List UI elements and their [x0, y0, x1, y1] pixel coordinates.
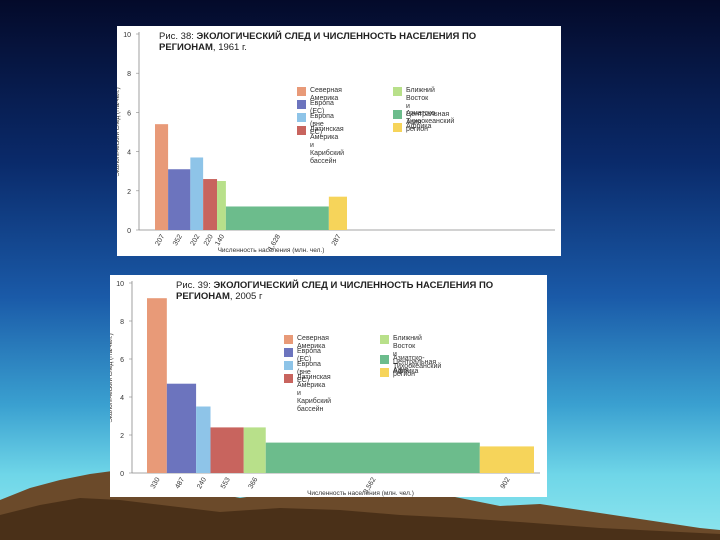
bar-asia_pacific	[225, 206, 329, 230]
population-label: 287	[331, 233, 343, 247]
legend-item: Ближний Восток и Центральная Азия	[380, 335, 436, 375]
title-prefix: Рис. 39:	[176, 280, 211, 291]
legend-item: Европа (вне ЕС)	[297, 113, 334, 137]
legend-label: Северная Америка	[310, 87, 342, 102]
legend-label: Ближний Восток и Центральная Азия	[393, 335, 437, 374]
legend-item: Азиатско-Тихоокеанский регион	[393, 110, 454, 134]
legend-swatch	[284, 374, 293, 383]
y-tick-label: 6	[127, 110, 131, 117]
legend-swatch	[297, 100, 306, 109]
y-tick-label: 4	[120, 395, 124, 402]
population-label: 330	[150, 476, 162, 490]
legend-label: Европа (вне ЕС)	[297, 361, 321, 384]
legend-item: Северная Америка	[284, 335, 329, 351]
x-axis-label: Численность населения (млн. чел.)	[218, 247, 325, 254]
bar-latin_america	[203, 179, 218, 230]
bar-europe_eu	[166, 383, 197, 473]
legend-swatch	[284, 348, 293, 357]
population-label: 207	[154, 233, 166, 247]
legend-swatch	[284, 361, 293, 370]
legend-swatch	[380, 355, 389, 364]
population-label: 553	[220, 476, 232, 490]
title-prefix: Рис. 38:	[159, 31, 194, 42]
population-label: 902	[500, 476, 512, 490]
title-main: ЭКОЛОГИЧЕСКИЙ СЛЕД И ЧИСЛЕННОСТЬ НАСЕЛЕН…	[159, 31, 477, 53]
legend-label: Латинская Америка и Карибский бассейн	[297, 374, 332, 413]
y-tick-label: 10	[123, 32, 131, 39]
bar-europe_non_eu	[196, 406, 211, 473]
y-tick-label: 10	[116, 281, 124, 288]
title-main: ЭКОЛОГИЧЕСКИЙ СЛЕД И ЧИСЛЕННОСТЬ НАСЕЛЕН…	[176, 280, 494, 302]
y-tick-label: 0	[120, 471, 124, 478]
legend-item: Европа (ЕС)	[284, 348, 321, 364]
y-tick-label: 4	[127, 150, 131, 157]
legend-label: Африка	[406, 123, 432, 130]
population-label: 352	[172, 233, 184, 247]
x-axis-label: Численность населения (млн. чел.)	[307, 490, 414, 497]
legend-item: Африка	[380, 368, 418, 377]
legend-swatch	[380, 368, 389, 377]
population-label: 366	[248, 476, 260, 490]
legend-swatch	[297, 87, 306, 96]
legend-label: Азиатско-Тихоокеанский регион	[406, 110, 455, 133]
chart-panel-1961: Рис. 38: ЭКОЛОГИЧЕСКИЙ СЛЕД И ЧИСЛЕННОСТ…	[117, 26, 561, 256]
bar-europe_non_eu	[190, 157, 204, 230]
legend-item: Европа (вне ЕС)	[284, 361, 321, 385]
title-suffix: , 1961 г.	[212, 42, 247, 53]
y-tick-label: 6	[120, 357, 124, 364]
bar-north_america	[147, 298, 167, 473]
legend-swatch	[393, 110, 402, 119]
legend-item: Азиатско-Тихоокеанский регион	[380, 355, 441, 379]
y-tick-label: 2	[127, 189, 131, 196]
legend-item: Ближний Восток и Центральная Азия	[393, 87, 449, 127]
legend-label: Азиатско-Тихоокеанский регион	[393, 355, 442, 378]
bar-middle_east	[217, 181, 226, 230]
y-tick-label: 8	[120, 319, 124, 326]
bar-asia_pacific	[265, 442, 480, 473]
legend-label: Северная Америка	[297, 335, 329, 350]
legend-label: Европа (вне ЕС)	[310, 113, 334, 136]
legend-swatch	[380, 335, 389, 344]
bar-africa	[328, 196, 347, 230]
title-suffix: , 2005 г	[229, 291, 263, 302]
bar-europe_eu	[168, 169, 191, 230]
bar-middle_east	[243, 427, 266, 473]
legend-label: Ближний Восток и Центральная Азия	[406, 87, 450, 126]
legend-item: Северная Америка	[297, 87, 342, 103]
population-label: 240	[196, 476, 208, 490]
y-tick-label: 8	[127, 71, 131, 78]
legend-item: Латинская Америка и Карибский бассейн	[297, 126, 344, 166]
chart-svg-2005: 0 2 4 6 8 10 Экологический след (гга/чел.) 330 4…	[110, 281, 540, 497]
population-label: 202	[190, 233, 202, 247]
legend-label: Европа (ЕС)	[297, 348, 321, 363]
legend-label: Латинская Америка и Карибский бассейн	[310, 126, 345, 165]
y-axis-label: Экологический след (гга/чел.)	[110, 333, 114, 423]
population-label: 487	[174, 476, 186, 490]
legend-item: Латинская Америка и Карибский бассейн	[284, 374, 331, 414]
chart-title: Рис. 39: ЭКОЛОГИЧЕСКИЙ СЛЕД И ЧИСЛЕННОСТ…	[176, 280, 506, 302]
bar-north_america	[155, 124, 169, 230]
legend-swatch	[297, 126, 306, 135]
legend-item: Европа (ЕС)	[297, 100, 334, 116]
bar-africa	[479, 446, 534, 473]
population-label: 140	[214, 233, 226, 247]
y-tick-label: 0	[127, 228, 131, 235]
legend-label: Европа (ЕС)	[310, 100, 334, 115]
legend-swatch	[284, 335, 293, 344]
legend-item: Африка	[393, 123, 431, 132]
legend-swatch	[393, 123, 402, 132]
y-tick-label: 2	[120, 433, 124, 440]
legend-swatch	[297, 113, 306, 122]
legend-swatch	[393, 87, 402, 96]
chart-title: Рис. 38: ЭКОЛОГИЧЕСКИЙ СЛЕД И ЧИСЛЕННОСТ…	[159, 31, 489, 53]
legend-label: Африка	[393, 368, 419, 375]
chart-panel-2005: Рис. 39: ЭКОЛОГИЧЕСКИЙ СЛЕД И ЧИСЛЕННОСТ…	[110, 275, 547, 497]
chart-svg-1961: 0 2 4 6 8 10 Экологический след (гга/чел.) 207 3…	[117, 32, 555, 254]
y-axis-label: Экологический след (гга/чел.)	[117, 87, 121, 177]
population-label: 220	[203, 233, 215, 247]
bar-latin_america	[210, 427, 244, 473]
